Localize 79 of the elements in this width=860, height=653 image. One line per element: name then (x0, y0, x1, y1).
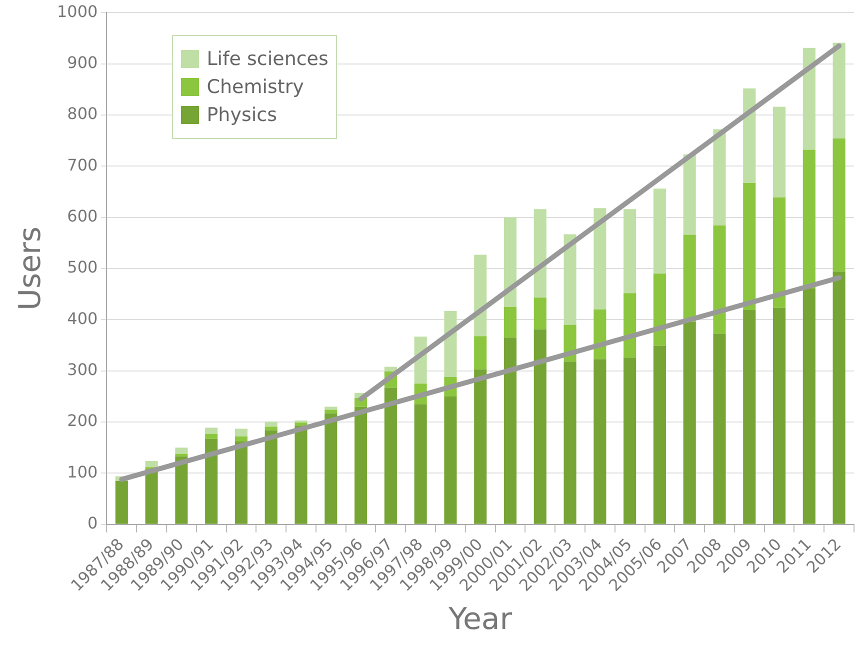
bar (115, 480, 128, 524)
y-tick-label: 0 (88, 514, 98, 533)
y-tick-label: 200 (67, 411, 98, 430)
bar (145, 469, 158, 524)
bar (772, 197, 786, 308)
y-tick-label: 300 (67, 360, 98, 380)
y-axis-title: Users (12, 226, 48, 311)
bar (832, 272, 846, 524)
y-tick-label: 700 (67, 155, 98, 174)
bar (772, 106, 786, 198)
bar (802, 48, 816, 150)
bar (683, 322, 696, 524)
y-tick-label: 100 (67, 462, 98, 482)
bar (653, 274, 666, 346)
bar (175, 448, 188, 454)
bar (414, 404, 427, 524)
bar (624, 209, 636, 294)
bar (594, 208, 606, 310)
bar (832, 138, 846, 272)
bar (294, 422, 308, 426)
bar (743, 88, 756, 184)
bar (802, 288, 816, 524)
bar (713, 129, 726, 226)
bar (205, 428, 218, 434)
y-tick-label: 800 (67, 104, 98, 124)
y-tick-label: 900 (67, 52, 98, 72)
bar (474, 254, 487, 336)
bar (384, 366, 397, 372)
bar (743, 310, 756, 524)
bar (772, 308, 786, 524)
legend-label: Physics (206, 104, 277, 126)
bar (205, 434, 218, 439)
legend-label: Chemistry (206, 76, 304, 98)
bar (234, 436, 248, 442)
bar (653, 188, 666, 274)
bar (832, 42, 846, 139)
bar (264, 426, 278, 430)
legend-label: Life sciences (206, 48, 328, 70)
bar (564, 234, 576, 325)
y-tick-label: 500 (67, 258, 98, 277)
bar (205, 438, 218, 524)
bar (324, 413, 338, 524)
bar (683, 234, 696, 322)
bar (234, 442, 248, 524)
bar (384, 388, 397, 524)
y-tick-label: 1000 (57, 2, 98, 21)
bar (474, 369, 487, 524)
bar (234, 428, 248, 436)
bar (504, 306, 517, 338)
bar (145, 460, 158, 468)
bar (713, 226, 726, 334)
bar (264, 422, 278, 427)
bar (264, 430, 278, 524)
bar (324, 410, 338, 414)
bar (324, 406, 338, 410)
bar (683, 154, 696, 235)
bar (624, 293, 636, 358)
bar (444, 310, 457, 378)
bar (504, 217, 517, 307)
bar (534, 209, 546, 298)
bar (474, 336, 487, 370)
bar (175, 456, 188, 524)
bar (444, 396, 457, 524)
bar (504, 338, 517, 524)
y-tick-label: 600 (67, 206, 98, 226)
bar (743, 183, 756, 310)
y-tick-label: 400 (67, 308, 98, 328)
bar (802, 150, 816, 288)
bar (354, 406, 368, 524)
bar (534, 298, 546, 330)
bar (594, 359, 606, 524)
bar (653, 346, 666, 524)
bar (534, 329, 546, 524)
x-axis-title: Year (448, 602, 513, 637)
bar (175, 454, 188, 456)
bar (294, 426, 308, 524)
bar (713, 334, 726, 524)
bar (564, 362, 576, 524)
bar (624, 358, 636, 524)
